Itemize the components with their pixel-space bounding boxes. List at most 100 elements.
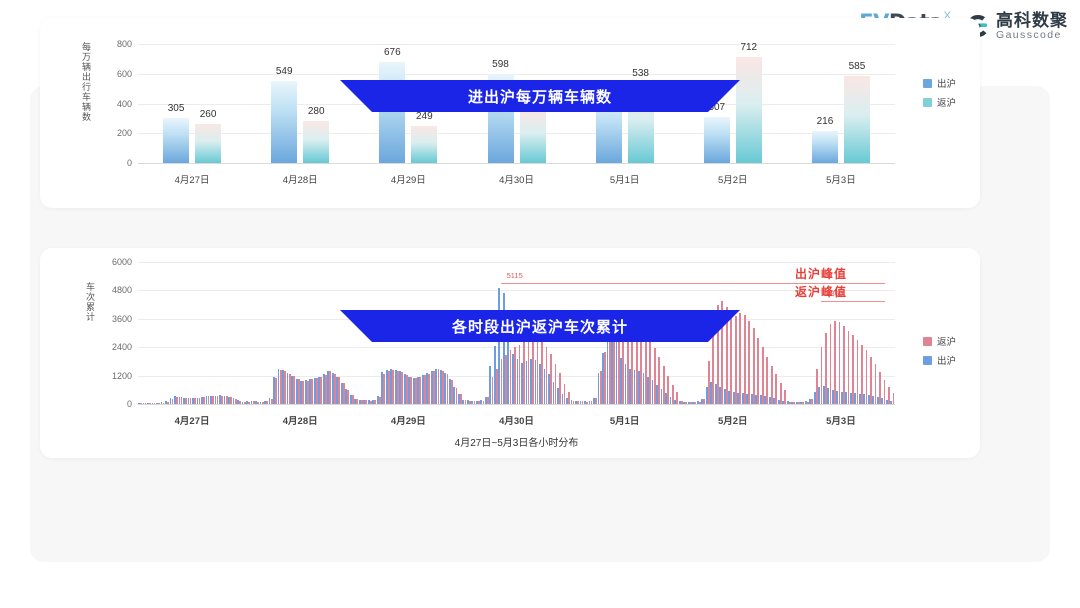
chart1-legend-item-返沪[interactable]: 返沪 [923, 95, 956, 109]
chart2-bar-out [606, 314, 609, 404]
chart2-bar-out [647, 376, 649, 404]
chart2-bar-out [165, 401, 167, 404]
chart2-bar-out [557, 387, 559, 404]
chart2-bar-out [241, 401, 244, 404]
chart2-bar-out [764, 396, 767, 404]
chart2-bar-out [237, 400, 239, 404]
chart2-bar-back [595, 398, 597, 404]
chart2-bar-out [575, 400, 577, 404]
chart2-bar-back [586, 401, 588, 404]
chart2-bar-back [834, 321, 836, 404]
chart2-bar-out [525, 361, 528, 404]
chart2-bar-back [689, 401, 692, 404]
chart2-bar-back [730, 310, 733, 404]
chart2-bar-out [183, 398, 185, 404]
chart2-bar-out [701, 399, 704, 404]
chart2-bar-out [854, 393, 857, 404]
chart2-y-tick: 2400 [111, 342, 132, 353]
chart2-bar-back [843, 325, 845, 404]
chart2-bar-back [793, 401, 796, 404]
chart2-bar-out [309, 379, 312, 404]
chart2-bar-back [469, 400, 471, 404]
chart2-bar-back [378, 396, 381, 404]
chart2-bar-back [829, 323, 832, 404]
chart2-bar-back [622, 321, 625, 404]
chart2-bar-back [761, 347, 764, 404]
chart2-bar-out [277, 368, 280, 404]
chart2-bar-out [611, 324, 613, 404]
chart2-bar-back [351, 395, 354, 404]
chart2-bar-back [644, 337, 647, 404]
chart2-bar-out [385, 369, 388, 404]
chart2-bar-back [847, 330, 850, 404]
chart2-bar-back [414, 378, 417, 404]
chart2-bar-out [250, 401, 253, 404]
chart2-bar-back [167, 401, 169, 404]
chart2-bar-back [315, 378, 318, 404]
chart2-bar-out [426, 373, 429, 404]
chart2-bar-back [180, 397, 183, 404]
chart2-bar-back [698, 401, 701, 404]
chart2-bar-back [261, 401, 264, 404]
chart2-bar-out [624, 363, 627, 404]
chart1-bar-出沪 [703, 117, 730, 163]
chart1-bar-value: 305 [167, 102, 185, 114]
chart2-bar-out [448, 379, 451, 404]
chart2-bar-out [539, 363, 541, 404]
chart2-bar-out [629, 368, 631, 404]
chart2-bar-out [552, 381, 555, 404]
chart2-bar-out [435, 368, 438, 404]
chart2-x-tick: 5月1日 [609, 416, 640, 427]
chart2-bar-out [669, 396, 672, 404]
chart2-bar-out [192, 398, 194, 404]
chart2-bar-back [491, 376, 494, 404]
chart1-y-tick: 0 [126, 158, 132, 168]
chart1-legend-swatch [923, 97, 932, 107]
chart2-bar-out [295, 379, 298, 404]
gausscode-text: 高科数聚 Gausscode [996, 12, 1068, 41]
chart2-bar-out [340, 382, 343, 404]
chart2-bar-back [604, 351, 607, 404]
chart2-bar-out [466, 400, 469, 404]
chart2-bar-out [516, 359, 519, 404]
chart2-bar-back [518, 344, 521, 404]
chart2-bar-back [725, 306, 728, 404]
chart2-bar-out [750, 394, 753, 404]
chart2-bar-back [748, 321, 751, 404]
chart1-bar-出沪 [379, 62, 406, 163]
chart2-bar-back [365, 400, 368, 404]
chart2-legend-item-出沪[interactable]: 出沪 [923, 353, 956, 367]
chart2-bar-out [210, 395, 212, 404]
chart2-y-tick: 3600 [111, 313, 132, 324]
chart1-legend-item-出沪[interactable]: 出沪 [923, 76, 956, 90]
chart2-bar-back [216, 395, 219, 404]
chart2-bar-out [489, 366, 492, 404]
chart1-plot-area: 每万辆出行车辆数 0 200 400 600 800 305 260 4月27日 549 280 4月… [40, 18, 980, 208]
chart2-bar-out [471, 400, 474, 404]
chart2-bar-back [234, 398, 237, 404]
chart2-x-tick: 4月27日 [174, 416, 210, 427]
chart2-bar-back [779, 382, 782, 404]
chart2-bar-out [570, 400, 573, 404]
chart1-bar-value: 216 [816, 115, 834, 127]
chart2-bar-back [527, 340, 530, 404]
chart2-bar-back [716, 304, 719, 404]
chart2-bar-back [509, 349, 512, 404]
chart2-bar-out [331, 373, 334, 404]
chart2-bar-back [347, 389, 350, 404]
chart2-bar-out [327, 370, 330, 404]
chart2-bar-out [228, 396, 230, 404]
chart2-bar-back [311, 379, 314, 404]
chart2-bar-back [158, 403, 160, 404]
chart2-bar-back [852, 335, 854, 404]
chart2-bar-out [493, 346, 496, 404]
chart2-bar-out [719, 387, 722, 404]
chart2-legend-item-返沪[interactable]: 返沪 [923, 334, 956, 348]
chart1-title-banner: 进出沪每万辆车辆数 [340, 80, 740, 112]
chart2-bar-out [593, 397, 595, 404]
chart2-bar-back [541, 342, 543, 404]
chart1-x-tick: 4月27日 [174, 175, 210, 186]
chart2-bar-out [777, 399, 780, 404]
chart2-bar-back [590, 401, 593, 404]
chart2-bar-back [766, 356, 769, 404]
